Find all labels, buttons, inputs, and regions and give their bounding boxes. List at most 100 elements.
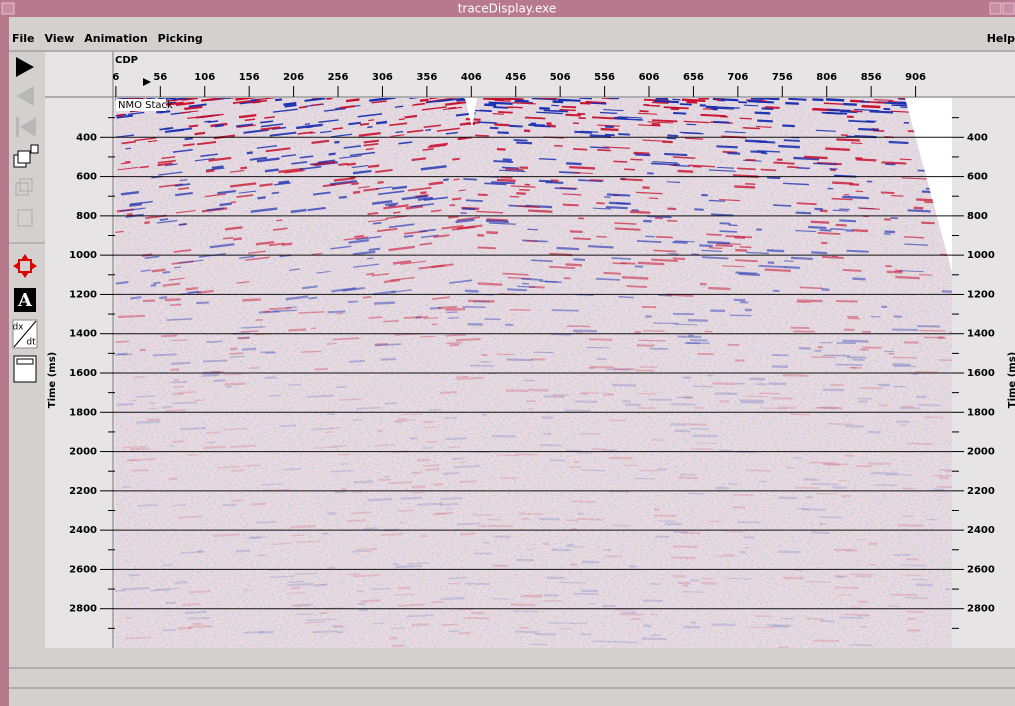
reflector-event	[328, 311, 346, 312]
reflector-event	[592, 117, 617, 118]
reflector-event	[118, 316, 145, 317]
reflector-event	[517, 286, 535, 287]
y2-tick-label: 1000	[967, 250, 995, 261]
reflector-event	[369, 249, 380, 250]
reflector-event	[478, 247, 496, 248]
reflector-event	[565, 115, 580, 116]
reflector-event	[678, 171, 694, 172]
reflector-event	[288, 581, 304, 582]
reflector-event	[457, 378, 484, 379]
reflector-event	[445, 438, 467, 439]
reflector-event	[275, 99, 282, 100]
reflector-event	[220, 204, 232, 205]
reflector-event	[144, 222, 149, 223]
reflector-event	[313, 631, 338, 632]
reflector-event	[440, 504, 459, 505]
reflector-event	[667, 182, 680, 183]
reflector-event	[573, 149, 587, 150]
reflector-event	[734, 237, 745, 238]
maximize-button[interactable]	[1003, 3, 1014, 14]
x-tick-label: 106	[194, 72, 215, 83]
reflector-event	[189, 125, 199, 126]
reflector-event	[571, 501, 596, 502]
reflector-event	[398, 510, 413, 511]
y-tick-label: 1600	[69, 368, 97, 379]
reflector-event	[891, 196, 904, 197]
reflector-event	[500, 177, 512, 178]
reflector-event	[847, 251, 869, 252]
reflector-event	[326, 98, 332, 99]
reflector-event	[448, 318, 459, 319]
reflector-event	[478, 283, 502, 284]
reflector-event	[283, 103, 296, 105]
reflector-event	[885, 164, 895, 165]
x-tick-label: 856	[861, 72, 882, 83]
reflector-event	[450, 205, 455, 206]
reflector-event	[417, 460, 430, 461]
reflector-event	[305, 124, 310, 125]
reflector-event	[117, 404, 134, 405]
reflector-event	[497, 132, 508, 133]
reflector-event	[392, 646, 405, 647]
reflector-event	[919, 275, 932, 276]
reflector-event	[171, 363, 190, 364]
reflector-event	[204, 121, 210, 122]
reflector-event	[463, 179, 477, 180]
y2-tick-label: 800	[967, 211, 988, 222]
x-tick-label: 56	[153, 72, 167, 83]
reflector-event	[427, 442, 438, 443]
menu-help[interactable]: Help	[987, 32, 1015, 45]
reflector-event	[566, 163, 582, 164]
reflector-event	[601, 129, 619, 130]
reflector-event	[369, 317, 383, 318]
reflector-event	[367, 499, 392, 500]
reflector-event	[161, 335, 177, 336]
reflector-event	[288, 584, 314, 585]
menu-item[interactable]: Picking	[158, 32, 203, 45]
reflector-event	[147, 419, 159, 420]
reflector-event	[811, 222, 829, 223]
reflector-event	[548, 623, 573, 624]
window-menu-button[interactable]	[2, 3, 14, 14]
y2-tick-label: 1400	[967, 329, 995, 340]
reflector-event	[804, 157, 828, 158]
reflector-event	[347, 520, 366, 521]
reflector-event	[823, 355, 850, 356]
x-tick-label: 606	[639, 72, 660, 83]
reflector-event	[377, 182, 383, 183]
minimize-button[interactable]	[990, 3, 1001, 14]
reflector-event	[557, 248, 579, 249]
reflector-event	[335, 492, 346, 493]
zoom-tool[interactable]	[14, 356, 36, 382]
reflector-event	[399, 119, 405, 120]
reflector-event	[886, 475, 912, 476]
reflector-event	[423, 422, 434, 423]
reflector-event	[360, 124, 369, 125]
reflector-event	[673, 242, 688, 243]
menu-item[interactable]: View	[45, 32, 75, 45]
menu-item[interactable]: File	[12, 32, 35, 45]
reflector-event	[180, 428, 206, 429]
reflector-event	[630, 159, 642, 160]
x-tick-label: 306	[372, 72, 393, 83]
reflector-event	[265, 170, 279, 172]
reflector-event	[843, 104, 857, 105]
reflector-event	[897, 525, 923, 526]
reflector-event	[515, 101, 529, 102]
reflector-event	[716, 245, 733, 246]
y-tick-label: 2000	[69, 447, 97, 458]
reflector-event	[531, 260, 553, 261]
y-tick-label: 600	[76, 172, 97, 183]
reflector-event	[290, 526, 315, 527]
reflector-event	[458, 633, 470, 634]
reflector-event	[507, 289, 527, 290]
reflector-event	[293, 535, 305, 536]
reflector-event	[215, 125, 224, 126]
reflector-event	[824, 103, 843, 104]
menu-item[interactable]: Animation	[84, 32, 147, 45]
y-tick-label: 1000	[69, 250, 97, 261]
reflector-event	[441, 498, 462, 499]
reflector-event	[539, 159, 556, 160]
reflector-event	[116, 282, 129, 284]
reflector-event	[115, 354, 132, 355]
